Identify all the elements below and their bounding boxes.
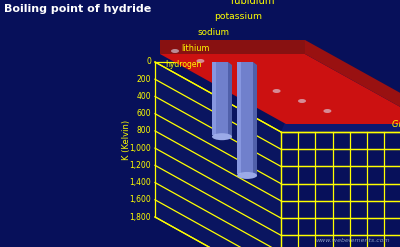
Text: Boiling point of hydride: Boiling point of hydride [4,4,151,14]
Ellipse shape [323,109,331,113]
Polygon shape [160,54,400,124]
Polygon shape [305,40,400,124]
Text: 0: 0 [146,58,151,66]
Text: 600: 600 [136,109,151,118]
Polygon shape [155,62,281,247]
Text: potassium: potassium [214,12,262,21]
Text: sodium: sodium [198,28,230,37]
Text: 1,400: 1,400 [129,178,151,187]
Ellipse shape [273,89,281,93]
Ellipse shape [298,99,306,103]
Text: 1,000: 1,000 [129,144,151,153]
Ellipse shape [237,172,257,179]
Polygon shape [237,62,241,174]
Polygon shape [253,62,257,177]
Ellipse shape [212,133,232,140]
Text: 800: 800 [136,126,151,135]
Ellipse shape [171,49,179,53]
Text: Group 1: Group 1 [392,120,400,129]
Polygon shape [228,62,232,138]
Ellipse shape [196,59,204,63]
Text: lithium: lithium [182,44,210,53]
Ellipse shape [247,79,255,83]
Polygon shape [237,62,253,174]
Text: hydrogen: hydrogen [165,60,201,69]
Text: www.webelements.com: www.webelements.com [315,238,390,243]
Polygon shape [281,62,400,132]
Polygon shape [212,62,216,135]
Text: 1,600: 1,600 [129,195,151,204]
Text: 1,800: 1,800 [129,212,151,222]
Polygon shape [212,62,228,135]
Text: 1,200: 1,200 [129,161,151,170]
Polygon shape [160,40,305,54]
Text: K (Kelvin): K (Kelvin) [122,120,132,160]
Text: 400: 400 [136,92,151,101]
Text: rubidium: rubidium [230,0,275,6]
Ellipse shape [222,69,230,73]
Text: 200: 200 [136,75,151,84]
